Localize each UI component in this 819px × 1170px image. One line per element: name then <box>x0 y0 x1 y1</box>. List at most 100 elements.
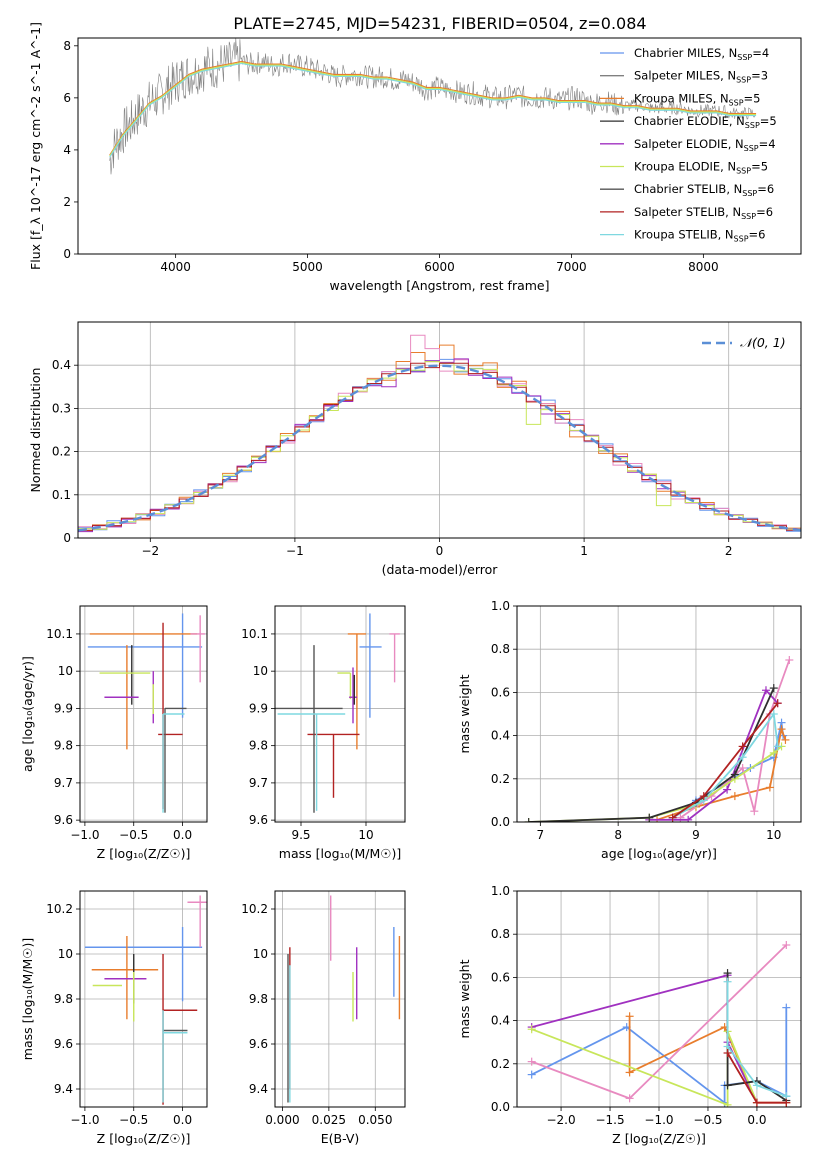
axis-label-x: Z [log₁₀(Z/Z☉)] <box>97 846 191 861</box>
tick-label-x: −1.0 <box>644 1113 673 1127</box>
axes-frame <box>274 605 406 823</box>
tick-label-x: 8 <box>614 828 622 842</box>
weight-line <box>528 687 775 822</box>
tick-label-x: 4000 <box>160 260 191 274</box>
tick-label-y: 9.6 <box>54 813 73 827</box>
plot-area <box>78 322 801 538</box>
tick-label-y: 10 <box>58 947 73 961</box>
tick-label-y: 10 <box>253 947 268 961</box>
tick-label-y: 9.8 <box>249 992 268 1006</box>
plot-area <box>275 606 405 822</box>
tick-label-x: −2.0 <box>546 1113 575 1127</box>
tick-label-x: 0.0 <box>747 1113 766 1127</box>
tick-label-y: 4 <box>63 143 71 157</box>
axis-label-x: age [log₁₀(age/yr)] <box>601 846 717 861</box>
tick-label-y: 0.4 <box>491 729 510 743</box>
tick-label-x: 0.000 <box>265 1113 299 1127</box>
model-spectrum <box>109 61 757 157</box>
weight-line <box>726 981 787 1098</box>
model-spectrum <box>109 60 757 156</box>
legend-entry: Salpeter STELIB, NSSP=6 <box>634 205 773 221</box>
tick-label-y: 0.0 <box>491 815 510 829</box>
tick-label-y: 0.2 <box>491 772 510 786</box>
tick-label-y: 9.7 <box>249 776 268 790</box>
legend-entry: Salpeter MILES, NSSP=3 <box>634 69 768 85</box>
tick-label-x: 8000 <box>688 260 719 274</box>
tick-label-x: 0.050 <box>358 1113 392 1127</box>
legend-entry: Kroupa ELODIE, NSSP=5 <box>634 160 768 176</box>
panel-mass-vs-Z: −1.0 −0.5 0.0 9.4 9.6 9.8 10 10.2 Z [log₁₀(Z/Z☉)… <box>20 890 208 1146</box>
tick-label-y: 1.0 <box>491 599 510 613</box>
panel-age-vs-mass: 9.5 10 9.6 9.7 9.8 9.9 10 10.1 mass [log₁₀(M/M☉)… <box>241 605 406 861</box>
axes-frame <box>79 605 208 823</box>
panel-residuals: −2 −1 0 1 2 0 0.1 0.2 0.3 0.4 (data-model)/error No… <box>28 321 802 577</box>
tick-label-x: 0.0 <box>173 1113 192 1127</box>
tick-label-y: 2 <box>63 195 71 209</box>
tick-label-y: 0.0 <box>491 1100 510 1114</box>
tick-label-x: 0 <box>436 544 444 558</box>
tick-label-y: 0.4 <box>52 358 71 372</box>
tick-label-y: 9.9 <box>54 701 73 715</box>
tick-label-x: 6000 <box>424 260 455 274</box>
tick-label-x: 1 <box>580 544 588 558</box>
legend-entry: Kroupa STELIB, NSSP=6 <box>634 228 765 244</box>
tick-label-x: −1.0 <box>70 1113 99 1127</box>
legend-entry: Chabrier ELODIE, NSSP=5 <box>634 114 777 130</box>
weight-line <box>649 688 779 821</box>
axis-label-x: wavelength [Angstrom, rest frame] <box>329 278 549 293</box>
axis-label-x: mass [log₁₀(M/M☉)] <box>279 846 401 861</box>
tick-label-y: 10.2 <box>241 902 268 916</box>
histogram-series <box>78 334 801 531</box>
axis-label-y: mass [log₁₀(M/M☉)] <box>20 938 35 1060</box>
panel-massweight-vs-age: 7 8 9 10 0.0 0.2 0.4 0.6 0.8 1.0 age [log₁₀(age/yr… <box>457 599 802 861</box>
figure-title: PLATE=2745, MJD=54231, FIBERID=0504, z=0… <box>233 14 646 33</box>
tick-label-y: 10.1 <box>46 627 73 641</box>
tick-label-x: −1 <box>286 544 304 558</box>
tick-label-y: 10.2 <box>46 902 73 916</box>
axis-label-y: Normed distribution <box>28 368 43 493</box>
tick-label-y: 0.6 <box>491 970 510 984</box>
tick-label-y: 0.8 <box>491 642 510 656</box>
tick-label-y: 8 <box>63 39 71 53</box>
axis-label-y: mass weight <box>457 959 472 1038</box>
panel-massweight-vs-Z: −2.0 −1.5 −1.0 −0.5 0.0 0.0 0.2 0.4 0.6 0.8 1.0 Z [… <box>457 884 802 1146</box>
tick-label-x: 0.0 <box>173 828 192 842</box>
tick-label-y: 0.8 <box>491 927 510 941</box>
tick-label-y: 0.2 <box>52 445 71 459</box>
axis-label-y: Flux [f_λ 10^-17 erg cm^-2 s^-1 A^-1] <box>28 22 43 270</box>
plot-area <box>517 606 801 822</box>
tick-label-y: 0.2 <box>491 1057 510 1071</box>
tick-label-x: −0.5 <box>693 1113 722 1127</box>
plot-area <box>109 38 757 175</box>
panel-spectrum: 4000 5000 6000 7000 8000 0 2 4 6 8 wavelength [Ang… <box>28 22 802 293</box>
axis-label-y: mass weight <box>457 674 472 753</box>
tick-label-y: 9.6 <box>249 1037 268 1051</box>
tick-label-x: 2 <box>725 544 733 558</box>
tick-label-y: 10 <box>58 664 73 678</box>
tick-label-y: 9.8 <box>249 739 268 753</box>
tick-label-y: 0.6 <box>491 685 510 699</box>
axes-frame <box>77 321 802 539</box>
tick-label-x: −0.5 <box>119 828 148 842</box>
tick-label-x: 10 <box>358 828 373 842</box>
axis-label-x: Z [log₁₀(Z/Z☉)] <box>97 1131 191 1146</box>
axes-frame <box>516 605 802 823</box>
tick-label-y: 9.8 <box>54 992 73 1006</box>
plot-area <box>517 891 801 1107</box>
tick-label-y: 10 <box>253 664 268 678</box>
axes-frame <box>79 890 208 1108</box>
weight-line <box>672 702 779 819</box>
legend-entry: Chabrier STELIB, NSSP=6 <box>634 182 774 198</box>
tick-label-y: 9.4 <box>249 1082 268 1096</box>
axis-label-x: (data-model)/error <box>382 562 499 577</box>
tick-label-y: 0 <box>63 247 71 261</box>
legend-entry: 𝒩(0, 1) <box>740 335 786 350</box>
axis-label-x: Z [log₁₀(Z/Z☉)] <box>612 1131 706 1146</box>
legend-entry: Chabrier MILES, NSSP=4 <box>634 46 769 62</box>
axis-label-y: age [log₁₀(age/yr)] <box>20 656 35 772</box>
legend-entry: Salpeter ELODIE, NSSP=4 <box>634 137 776 153</box>
axes-frame <box>516 890 802 1108</box>
panel-mass-vs-ebv: 0.000 0.025 0.050 9.4 9.6 9.8 10 10.2 E(B-V) <box>241 890 406 1146</box>
tick-label-y: 0.4 <box>491 1014 510 1028</box>
